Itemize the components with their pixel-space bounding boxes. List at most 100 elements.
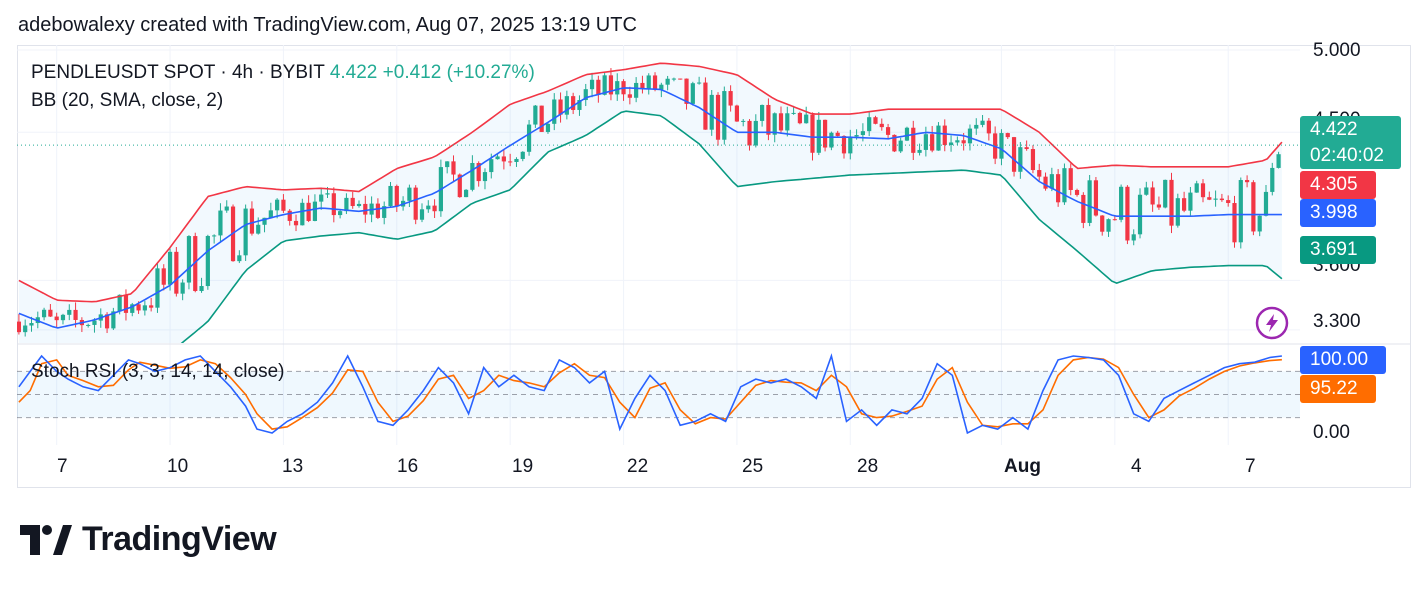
candle-body (256, 224, 261, 234)
candle-body (419, 209, 425, 220)
candle-body (955, 140, 960, 143)
candle-body (356, 203, 362, 207)
bb-lower-tag: 3.691 (1300, 236, 1376, 264)
candle-body (1037, 170, 1042, 177)
candle-body (596, 79, 601, 95)
candle-body (1213, 198, 1218, 200)
candle-body (149, 305, 154, 308)
candle-body (205, 235, 210, 287)
candle-body (841, 135, 847, 154)
symbol-legend: PENDLEUSDT SPOT · 4h · BYBIT 4.422 +0.41… (31, 62, 535, 84)
candle-body (287, 210, 292, 221)
candle-body (262, 217, 267, 225)
stoch-d-tag: 95.22 (1300, 375, 1376, 403)
bb-basis-tag: 3.998 (1300, 199, 1376, 227)
last-price-value: 4.422 (1310, 119, 1358, 140)
tradingview-logo-icon (20, 524, 72, 555)
candle-body (23, 325, 28, 333)
chart-attribution: adebowalexy created with TradingView.com… (18, 14, 637, 36)
candle-body (312, 201, 318, 221)
candle-body (627, 94, 632, 98)
time-axis-label-month: Aug (1004, 456, 1041, 477)
candle-body (697, 82, 702, 84)
candle-body (583, 89, 588, 101)
candle-body (1030, 149, 1036, 171)
candle-body (948, 142, 954, 146)
bb-upper-tag: 4.305 (1300, 171, 1376, 199)
candle-body (1244, 180, 1250, 183)
candle-body (1062, 168, 1067, 203)
candle-body (1112, 219, 1117, 221)
candle-body (306, 202, 311, 221)
candle-body (885, 127, 891, 135)
candle-body (1207, 197, 1212, 200)
candle-body (652, 75, 658, 90)
time-axis-label: 7 (57, 456, 68, 477)
candle-body (350, 197, 355, 207)
candle-body (967, 128, 973, 144)
candle-body (142, 305, 147, 311)
lightning-icon[interactable] (1254, 305, 1290, 341)
candle-body (860, 131, 865, 136)
candle-body (29, 323, 34, 326)
time-axis-label: 28 (857, 456, 879, 477)
candle-body (1087, 180, 1092, 223)
price-axis-label: 5.000 (1313, 40, 1361, 61)
tradingview-logo[interactable]: TradingView (20, 520, 277, 559)
candle-body (640, 82, 645, 89)
candle-body (961, 140, 966, 144)
candle-body (249, 208, 255, 234)
candle-body (363, 203, 368, 215)
bb-lower-line (180, 110, 1283, 343)
candle-body (734, 105, 740, 122)
candle-body (797, 112, 803, 124)
candle-body (426, 205, 431, 210)
candle-body (1238, 180, 1243, 243)
candle-body (1263, 191, 1269, 216)
candle-body (898, 140, 903, 152)
candle-body (41, 309, 47, 318)
candle-body (879, 123, 884, 128)
oscillator-axis-label: 0.00 (1313, 422, 1350, 443)
time-axis-label: 10 (167, 456, 189, 477)
candle-body (445, 161, 450, 168)
bb-basis-line (18, 87, 1282, 329)
candle-body (911, 127, 916, 153)
candle-body (1125, 186, 1130, 241)
last-price-tag: 4.422 02:40:02 (1300, 116, 1401, 169)
candle-body (1182, 198, 1187, 211)
candle-body (980, 120, 985, 125)
candle-body (1276, 154, 1281, 168)
candle-body (1049, 174, 1054, 189)
candle-body (489, 159, 494, 173)
candle-body (495, 156, 500, 160)
candle-body (508, 161, 513, 163)
candle-body (822, 119, 828, 148)
candle-body (602, 75, 607, 95)
bb-upper-line (18, 62, 1283, 303)
candle-body (999, 133, 1004, 159)
candle-body (608, 75, 614, 95)
candle-body (835, 132, 840, 136)
candle-body (747, 120, 752, 146)
candle-body (558, 99, 563, 115)
candle-body (785, 113, 790, 131)
candle-body (709, 94, 714, 130)
candle-body (678, 78, 683, 80)
candle-body (634, 82, 639, 98)
candle-body (848, 136, 853, 154)
bb-legend[interactable]: BB (20, SMA, close, 2) (31, 90, 224, 111)
symbol-name[interactable]: PENDLEUSDT SPOT · 4h · BYBIT (31, 62, 325, 83)
time-axis-label: 7 (1245, 456, 1256, 477)
stoch-rsi-legend[interactable]: Stoch RSI (3, 3, 14, 14, close) (31, 361, 285, 382)
candle-body (394, 185, 399, 207)
candle-body (1169, 179, 1174, 226)
candle-body (577, 100, 582, 110)
candle-body (1163, 179, 1168, 208)
candle-body (1093, 180, 1099, 216)
time-axis-label: 22 (627, 456, 649, 477)
candle-body (199, 286, 204, 292)
candle-body (167, 251, 173, 285)
candle-body (1226, 200, 1231, 204)
